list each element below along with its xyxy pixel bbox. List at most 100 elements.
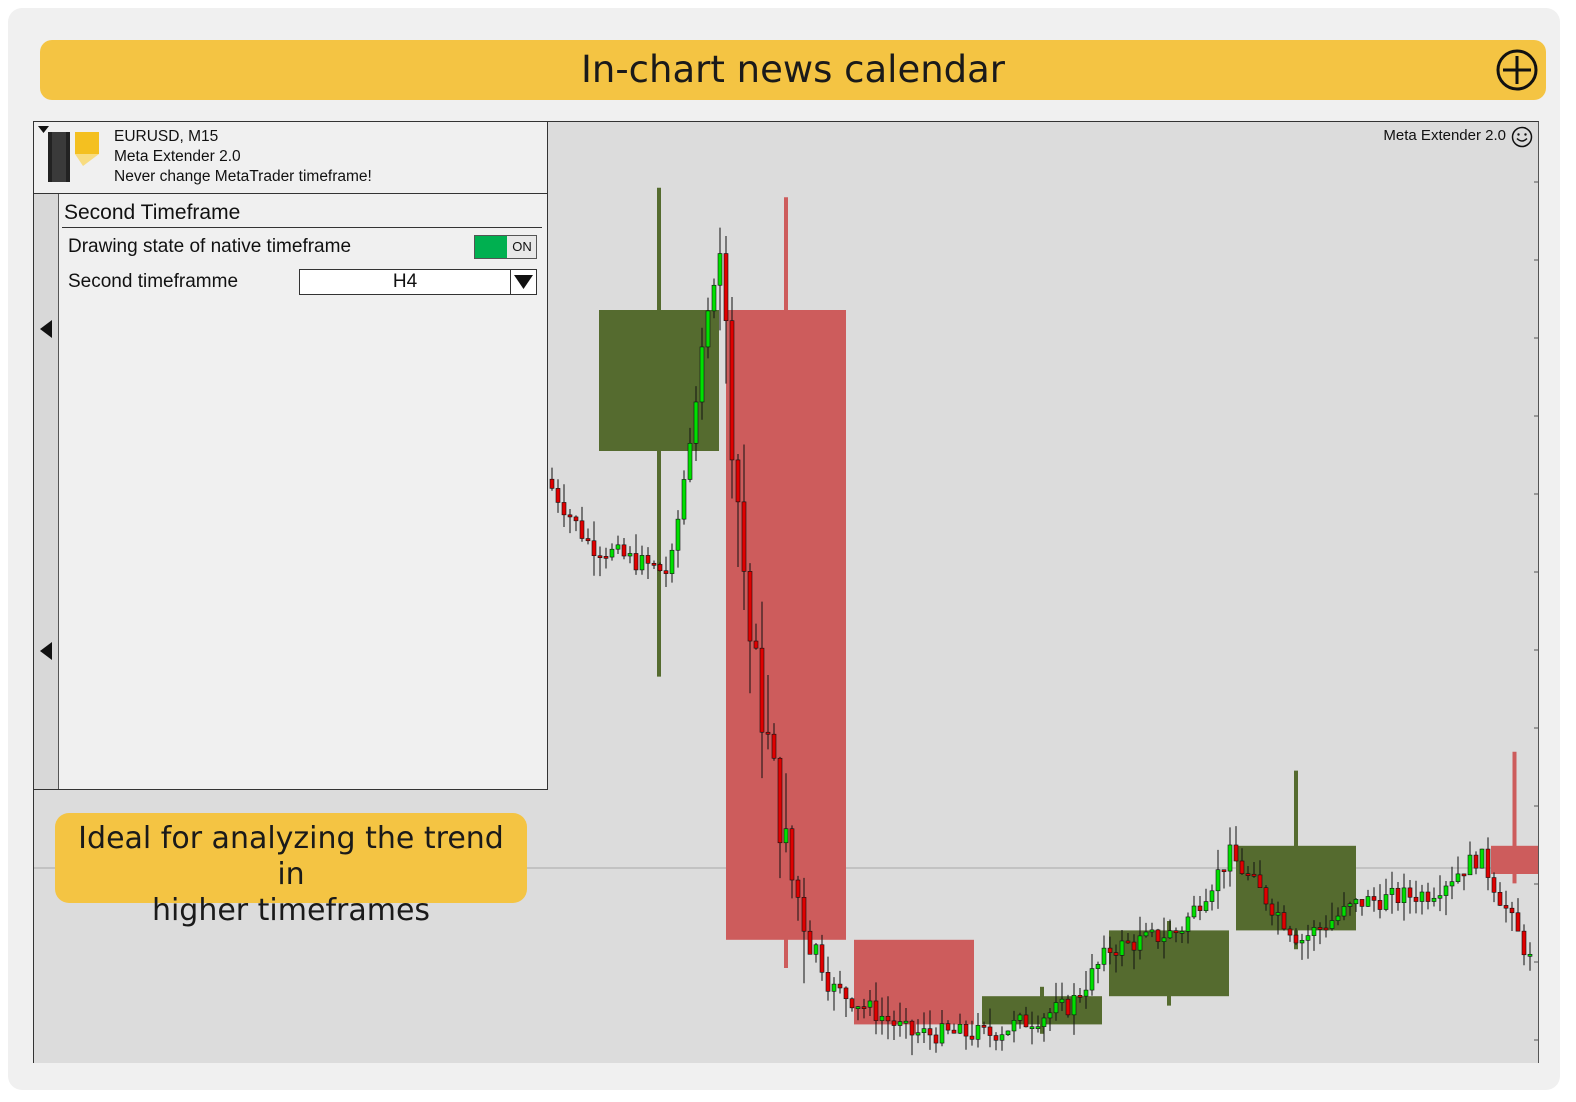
candle-body bbox=[849, 998, 855, 1009]
candle-body bbox=[1215, 869, 1221, 892]
candle-body bbox=[615, 544, 621, 550]
chevron-down-icon[interactable] bbox=[510, 270, 536, 294]
candle-body bbox=[549, 478, 555, 489]
candle-body bbox=[987, 1026, 993, 1036]
candle-body bbox=[669, 549, 675, 574]
candle-body bbox=[945, 1023, 951, 1031]
candle-body bbox=[1395, 887, 1401, 904]
candle-body bbox=[1371, 896, 1377, 901]
candle-body bbox=[693, 401, 699, 444]
candle-body bbox=[969, 1035, 975, 1040]
candle-body bbox=[1083, 989, 1089, 997]
candle-body bbox=[759, 647, 765, 733]
candle-body bbox=[1449, 881, 1455, 887]
panel-divider bbox=[62, 227, 542, 228]
candle-body bbox=[1347, 903, 1353, 907]
candle-body bbox=[1299, 940, 1305, 944]
candle-body bbox=[1119, 940, 1125, 956]
candle-body bbox=[1305, 935, 1311, 941]
meta-extender-logo-icon bbox=[48, 132, 99, 182]
candle-body bbox=[1317, 927, 1323, 930]
candle-body bbox=[867, 1000, 873, 1008]
candle-body bbox=[603, 556, 609, 559]
candle-body bbox=[1131, 941, 1137, 951]
candle-body bbox=[837, 983, 843, 989]
candle-body bbox=[921, 1028, 927, 1033]
candle-body bbox=[819, 944, 825, 973]
candle-body bbox=[1323, 927, 1329, 931]
circle-plus-icon[interactable] bbox=[1496, 49, 1538, 91]
candle-body bbox=[1095, 964, 1101, 969]
candle-body bbox=[1143, 931, 1149, 937]
candlestick-chart[interactable] bbox=[34, 122, 1538, 1063]
brand-label: Meta Extender 2.0 bbox=[1383, 127, 1506, 144]
candle-body bbox=[1089, 968, 1095, 991]
panel-title: Second Timeframe bbox=[64, 201, 241, 224]
candle-body bbox=[711, 284, 717, 312]
candle-body bbox=[891, 1020, 897, 1026]
candle-body bbox=[585, 538, 591, 542]
candle-body bbox=[1257, 874, 1263, 889]
candle-body bbox=[621, 544, 627, 557]
candle-body bbox=[777, 757, 783, 844]
candle-body bbox=[1293, 934, 1299, 944]
htf-candle-body bbox=[1491, 845, 1538, 874]
candle-body bbox=[1053, 1002, 1059, 1014]
candle-body bbox=[825, 972, 831, 992]
candle-body bbox=[1527, 953, 1533, 957]
htf-candle-body bbox=[854, 939, 974, 1025]
candle-body bbox=[1077, 995, 1083, 998]
candle-body bbox=[555, 488, 561, 503]
candle-body bbox=[729, 320, 735, 461]
candle-body bbox=[1431, 897, 1437, 902]
collapse-left-icon[interactable] bbox=[40, 320, 52, 338]
candle-body bbox=[753, 640, 759, 649]
candle-body bbox=[999, 1034, 1005, 1041]
second-timeframe-select[interactable]: H4 bbox=[299, 269, 537, 295]
candle-body bbox=[1113, 952, 1119, 956]
candle-body bbox=[861, 1006, 867, 1009]
dropdown-arrow-icon[interactable] bbox=[38, 126, 49, 134]
title-banner: In-chart news calendar bbox=[40, 40, 1546, 100]
callout-text: Ideal for analyzing the trend in higher … bbox=[65, 821, 517, 929]
native-timeframe-toggle[interactable]: ON bbox=[474, 235, 537, 259]
candle-body bbox=[885, 1015, 891, 1022]
candle-body bbox=[675, 518, 681, 551]
candle-body bbox=[915, 1032, 921, 1036]
candle-body bbox=[1503, 905, 1509, 909]
notice-line: Never change MetaTrader timeframe! bbox=[114, 168, 372, 185]
candle-body bbox=[1275, 912, 1281, 916]
candle-body bbox=[1497, 892, 1503, 906]
candle-body bbox=[1359, 899, 1365, 907]
candle-body bbox=[1485, 848, 1491, 878]
candle-body bbox=[681, 479, 687, 520]
candle-body bbox=[1191, 905, 1197, 918]
collapse-left-icon[interactable] bbox=[40, 642, 52, 660]
candle-body bbox=[699, 346, 705, 403]
candle-body bbox=[723, 253, 729, 322]
candle-body bbox=[1101, 947, 1107, 965]
smiley-icon[interactable] bbox=[1511, 126, 1533, 148]
toggle-state: ON bbox=[512, 239, 532, 254]
candle-body bbox=[1251, 873, 1257, 877]
htf-candle-body bbox=[1109, 930, 1229, 997]
candle-body bbox=[1473, 854, 1479, 869]
candle-body bbox=[1311, 927, 1317, 936]
candle-body bbox=[633, 553, 639, 571]
candle-body bbox=[897, 1021, 903, 1026]
price-chart[interactable]: Meta Extender 2.0 EURUSD, M15 Meta Exten… bbox=[33, 121, 1539, 1063]
candle-body bbox=[663, 570, 669, 574]
candle-body bbox=[1437, 895, 1443, 899]
candle-body bbox=[741, 501, 747, 572]
candle-body bbox=[1137, 935, 1143, 951]
candle-body bbox=[1029, 1026, 1035, 1030]
candle-body bbox=[1125, 940, 1131, 944]
candle-body bbox=[789, 828, 795, 881]
candle-body bbox=[1059, 998, 1065, 1003]
candle-body bbox=[687, 442, 693, 480]
candle-body bbox=[657, 564, 663, 572]
candle-body bbox=[627, 553, 633, 557]
candle-body bbox=[639, 555, 645, 571]
candle-body bbox=[1491, 877, 1497, 893]
candle-body bbox=[951, 1029, 957, 1034]
